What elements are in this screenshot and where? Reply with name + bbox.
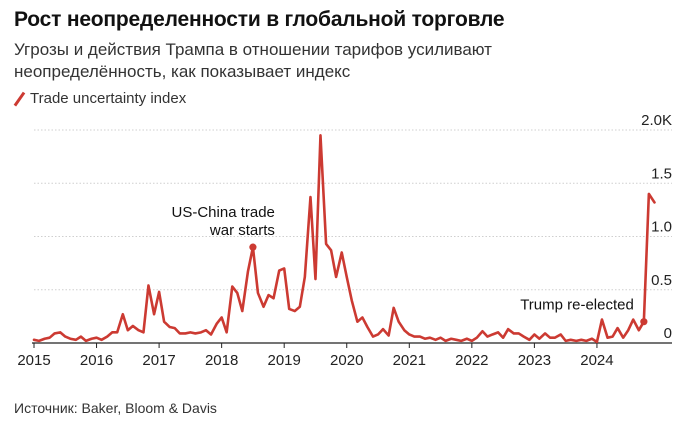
x-tick-label: 2020 xyxy=(330,352,363,369)
annotation-label-line: Trump re-elected xyxy=(520,297,634,314)
x-tick-label: 2024 xyxy=(580,352,613,369)
x-tick-label: 2018 xyxy=(205,352,238,369)
legend-label: Trade uncertainty index xyxy=(30,90,187,107)
y-tick-label: 1.5 xyxy=(651,165,672,182)
annotation-label-line: war starts xyxy=(209,222,275,239)
annotation-marker xyxy=(640,318,648,326)
x-tick-label: 2015 xyxy=(17,352,50,369)
x-tick-label: 2022 xyxy=(455,352,488,369)
legend: Trade uncertainty index xyxy=(14,90,186,107)
y-axis: 2.0K 1.5 1.0 0.5 0 xyxy=(641,112,672,342)
x-tick-label: 2016 xyxy=(80,352,113,369)
y-tick-label: 0 xyxy=(664,325,672,342)
y-tick-label: 0.5 xyxy=(651,272,672,289)
y-tick-label: 1.0 xyxy=(651,219,672,236)
x-tick-label: 2017 xyxy=(142,352,175,369)
x-tick-label: 2023 xyxy=(518,352,551,369)
y-tick-label: 2.0K xyxy=(641,112,672,129)
annotation-marker xyxy=(249,243,257,251)
series-line-trade-uncertainty xyxy=(32,134,656,344)
annotation-label-line: US-China trade xyxy=(172,204,275,221)
gridlines xyxy=(34,129,672,291)
chart-subtitle: Угрозы и действия Трампа в отношении тар… xyxy=(14,40,492,81)
x-axis: 2015 2016 2017 2018 2019 2020 2021 2022 2023 2024 xyxy=(17,342,672,369)
annotations: US-China trade war starts Trump re-elected xyxy=(172,204,648,326)
x-tick-label: 2021 xyxy=(393,352,426,369)
x-tick-label: 2019 xyxy=(268,352,301,369)
annotation-label: US-China trade war starts xyxy=(172,204,275,239)
source-note: Источник: Baker, Bloom & Davis xyxy=(14,400,217,416)
chart-title: Рост неопределенности в глобальной торго… xyxy=(14,8,505,31)
annotation-label: Trump re-elected xyxy=(520,297,634,314)
series-group xyxy=(32,134,656,344)
